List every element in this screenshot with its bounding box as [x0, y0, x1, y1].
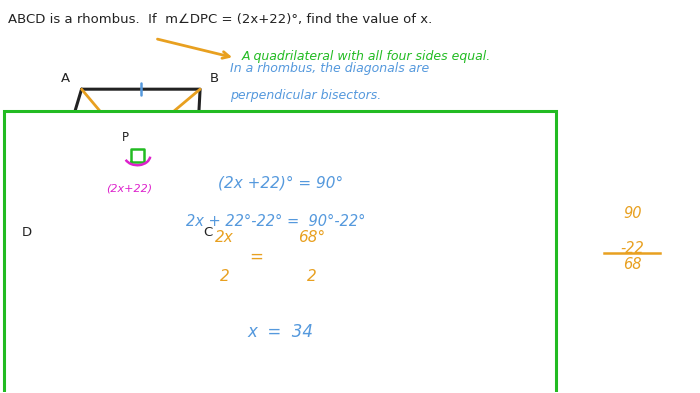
Text: (2x +22)° = 90°: (2x +22)° = 90°: [218, 175, 343, 190]
Text: In a rhombus, the diagonals are: In a rhombus, the diagonals are: [230, 62, 429, 75]
Text: -22: -22: [620, 241, 644, 256]
Text: 2x + 22°-22° =  90°-22°: 2x + 22°-22° = 90°-22°: [186, 214, 365, 229]
Text: C: C: [203, 226, 212, 239]
Text: x  =  34: x = 34: [247, 323, 314, 341]
Text: 90: 90: [623, 206, 642, 221]
Text: 2: 2: [307, 269, 316, 284]
Text: 68: 68: [623, 257, 642, 272]
Text: 68°: 68°: [298, 230, 326, 245]
Text: ABCD is a rhombus.  If  m∠DPC = (2x+22)°, find the value of x.: ABCD is a rhombus. If m∠DPC = (2x+22)°, …: [8, 13, 433, 26]
Text: A: A: [60, 72, 69, 85]
Text: D: D: [22, 226, 32, 239]
Text: perpendicular bisectors.: perpendicular bisectors.: [230, 89, 382, 102]
Text: (2x+22): (2x+22): [106, 183, 153, 193]
Text: P: P: [122, 130, 129, 143]
Text: B: B: [210, 72, 219, 85]
Text: =: =: [249, 248, 262, 266]
FancyBboxPatch shape: [4, 111, 557, 393]
Text: 2x: 2x: [215, 230, 234, 245]
Text: 2: 2: [220, 269, 230, 284]
Text: A quadrilateral with all four sides equal.: A quadrilateral with all four sides equa…: [242, 50, 491, 63]
